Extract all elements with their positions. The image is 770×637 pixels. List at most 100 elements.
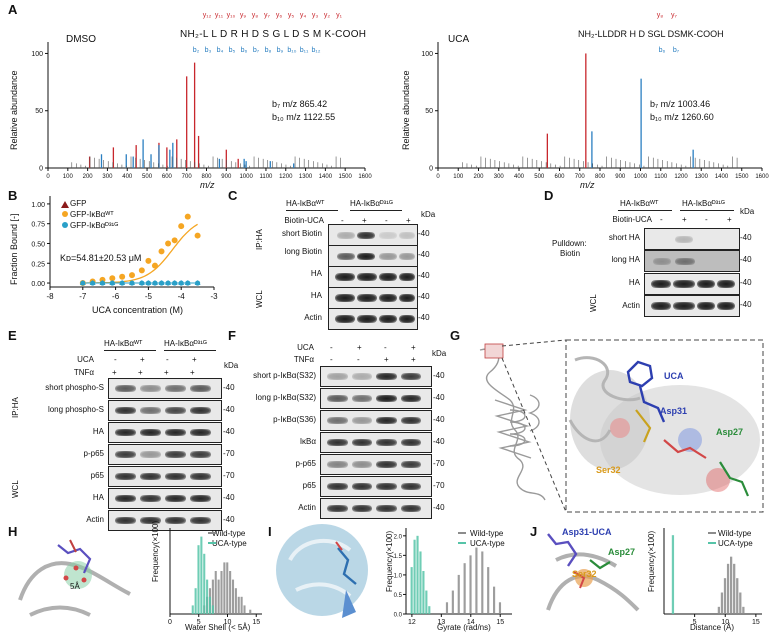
f-band — [376, 417, 397, 424]
a-left-y-ion-label: y₂ — [324, 12, 331, 19]
f-blot — [320, 432, 432, 453]
h-bar — [226, 562, 229, 614]
f-row-label: long p-IκBα(S32) — [255, 393, 316, 402]
e-s2-3: + — [164, 368, 169, 377]
f-mw: -70 — [433, 459, 445, 468]
a-left-xtick-label: 1000 — [239, 174, 253, 180]
f-blot — [320, 476, 432, 497]
i-bar — [422, 571, 425, 614]
b-point-gfp-overlap — [158, 280, 165, 286]
e-blot — [108, 488, 222, 509]
c-mw-4: -40 — [418, 292, 430, 301]
e-kda: kDa — [224, 361, 239, 370]
f-band — [376, 373, 397, 380]
e-band — [190, 451, 211, 458]
a-left-y-ion-label: y₁₀ — [227, 12, 236, 19]
e-row-label: p65 — [90, 471, 104, 480]
i-bar — [469, 555, 472, 614]
b-point-gfp-overlap — [129, 280, 135, 286]
b-point-gfp-overlap — [145, 280, 152, 286]
e-mw: -40 — [223, 427, 235, 436]
a-left-xtick-label: 800 — [201, 174, 212, 180]
i-bar — [487, 567, 490, 614]
e-band — [140, 407, 161, 414]
h-bar — [249, 609, 252, 614]
a-right-ytick-label: 50 — [425, 108, 433, 115]
f-band — [400, 417, 421, 424]
a-left-y-ion-label: y₇ — [264, 12, 271, 19]
i-bar — [413, 539, 416, 614]
j-bar — [717, 606, 721, 614]
c-kda: kDa — [421, 210, 436, 219]
a-left-ann2: b₁₀ m/z 1122.55 — [272, 112, 336, 122]
e-mut-label: HA-IκBαᴰ³¹ᴳ — [164, 339, 207, 348]
a-left-xtick-label: 700 — [182, 174, 193, 180]
f-row-label: p-p65 — [295, 459, 316, 468]
d-mw-3: -40 — [740, 278, 752, 287]
e-band — [190, 385, 211, 392]
g-label-asp31: Asp31 — [660, 406, 688, 416]
e-mw: -40 — [223, 493, 235, 502]
e-row-label: long phospho-S — [47, 405, 104, 414]
a-left-b-ion-label: b₃ — [205, 47, 212, 54]
f-band — [400, 395, 421, 402]
a-left-ytick-label: 50 — [35, 108, 43, 115]
a-left-sequence: NH₂-L L D R H D S G L D S M K-COOH — [180, 29, 367, 40]
h-bar — [211, 579, 214, 614]
b-ytick-label: 0.50 — [31, 241, 45, 248]
a-left-condition: DMSO — [66, 34, 96, 45]
b-point-wt — [145, 257, 152, 264]
b-point-gfp-overlap — [119, 280, 126, 286]
d-sign-3: - — [705, 215, 708, 224]
e-mw: -40 — [223, 383, 235, 392]
f-mw: -40 — [433, 393, 445, 402]
f-treat1-label: UCA — [297, 343, 314, 352]
e-band — [115, 495, 136, 502]
h-xtick-label: 10 — [224, 619, 232, 626]
panel-label-b: B — [8, 188, 18, 203]
panel-label-e: E — [8, 328, 17, 343]
j-label-asp31-uca: Asp31-UCA — [562, 527, 612, 537]
c-blot-actin — [328, 308, 418, 330]
j-bar — [736, 578, 739, 614]
i-bar — [419, 551, 422, 614]
b-ytick-label: 1.00 — [31, 202, 45, 209]
i-ytick-label: 0.0 — [394, 613, 403, 619]
e-blot — [108, 510, 222, 531]
i-bar — [425, 590, 428, 614]
g-label-ser32: Ser32 — [596, 465, 621, 475]
d-mw-1: -40 — [740, 233, 752, 242]
panel-label-j: J — [530, 524, 538, 539]
i-ytick-label: 0.5 — [394, 593, 403, 599]
b-point-wt — [138, 267, 145, 274]
b-point-wt — [184, 213, 191, 220]
b-point-wt — [165, 240, 172, 247]
a-right-xtick-label: 600 — [554, 174, 565, 180]
b-point-gfp-overlap — [184, 280, 191, 286]
f-band — [400, 461, 421, 468]
e-row-label: HA — [92, 493, 104, 502]
f-band — [376, 439, 397, 446]
f-blot — [320, 498, 432, 519]
panel-label-i: I — [268, 524, 272, 539]
f-s1-2: + — [357, 343, 362, 352]
c-row-2-label: long Biotin — [284, 247, 322, 256]
a-left-b-ion-label: b₆ — [241, 47, 248, 54]
e-mw: -40 — [223, 405, 235, 414]
b-ytick-label: 0.00 — [31, 281, 45, 288]
panel-label-f: F — [228, 328, 236, 343]
c-mw-2: -40 — [418, 250, 430, 259]
d-mw-4: -40 — [740, 300, 752, 309]
h-bar — [197, 545, 200, 614]
j-bar — [733, 563, 736, 614]
h-bar — [243, 605, 246, 614]
b-point-gfp-overlap — [171, 280, 178, 286]
b-xtick-label: -6 — [112, 292, 120, 301]
a-right-ytick-label: 0 — [429, 166, 433, 173]
f-s1-4: + — [411, 343, 416, 352]
b-point-wt — [171, 237, 178, 244]
f-band — [351, 483, 372, 490]
